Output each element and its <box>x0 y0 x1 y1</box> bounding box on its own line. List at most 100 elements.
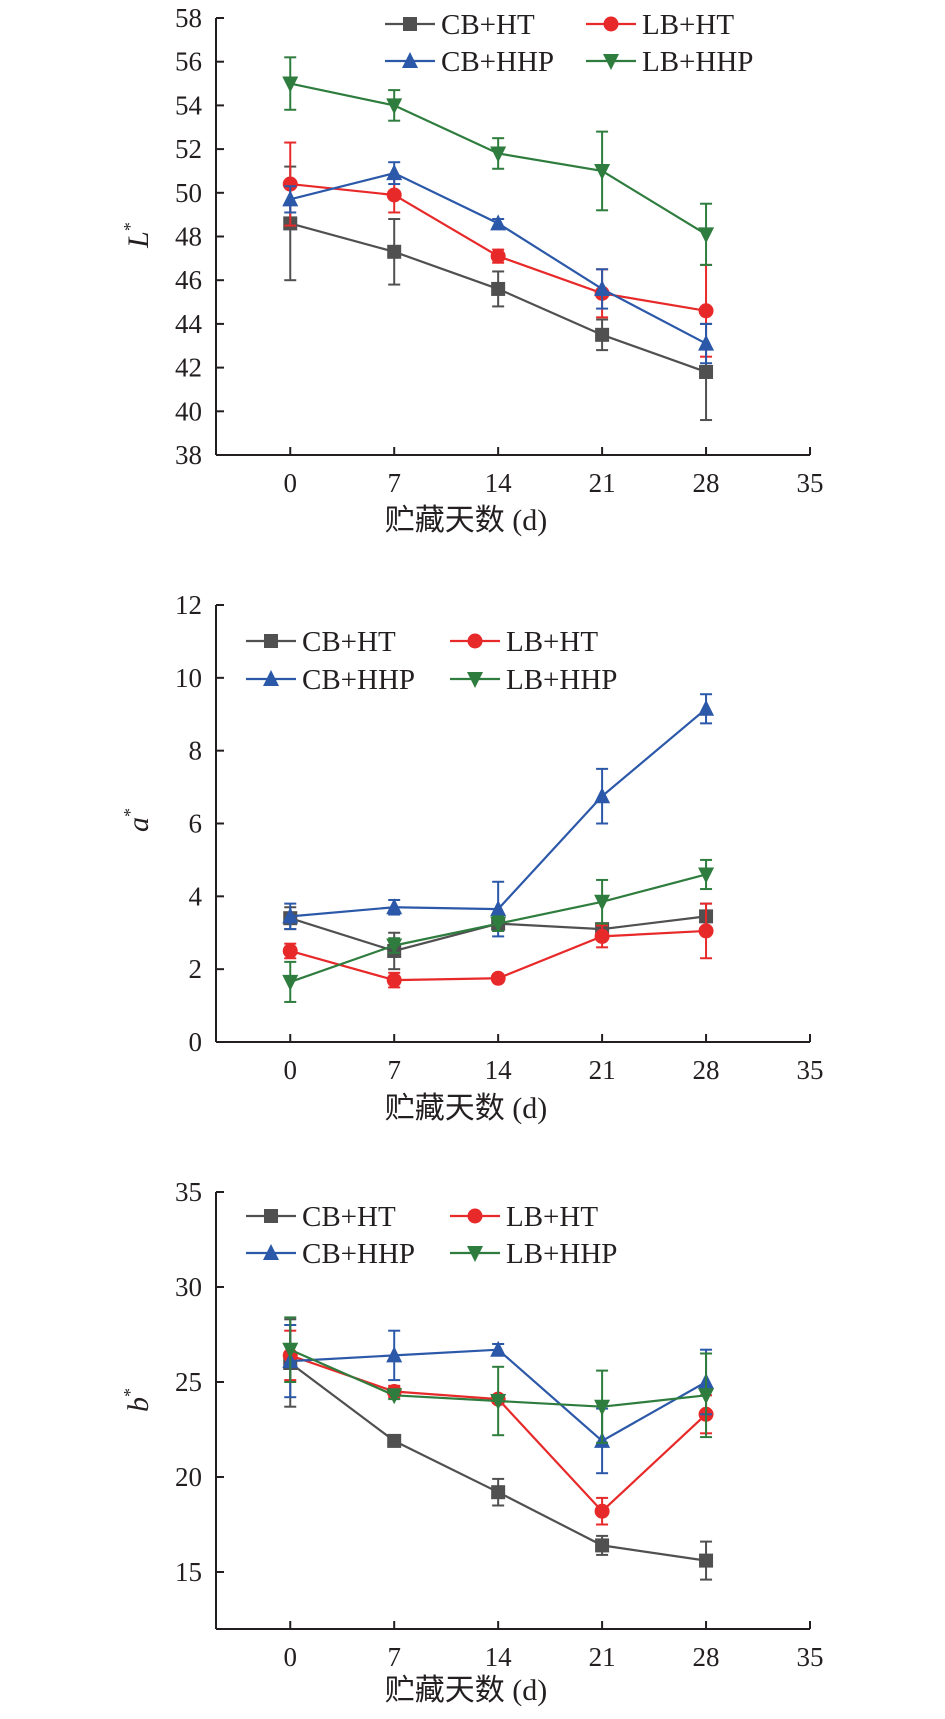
data-point <box>282 907 299 924</box>
legend-marker <box>264 1209 278 1223</box>
y-tick-label: 52 <box>175 134 202 164</box>
y-tick-label: 30 <box>175 1272 202 1302</box>
data-point <box>490 1340 507 1357</box>
x-tick-label: 35 <box>797 468 824 498</box>
data-point <box>387 1433 402 1448</box>
y-axis-label-l: L* <box>120 222 155 249</box>
series-lb-hhp <box>282 858 715 1003</box>
legend-marker <box>603 54 619 70</box>
legend-item: CB+HT <box>246 626 396 658</box>
data-point <box>386 164 403 181</box>
legend-marker <box>403 17 417 31</box>
data-point <box>594 279 611 296</box>
legend: CB+HT LB+HT CB+HHP LB+HHP <box>246 626 617 696</box>
y-tick-label: 58 <box>175 3 202 33</box>
y-tick-label: 10 <box>175 663 202 693</box>
x-axis-label-b: 贮藏天数 (d) <box>385 1674 547 1707</box>
data-point <box>282 1342 299 1359</box>
data-point <box>595 1538 610 1553</box>
legend-label: LB+HHP <box>506 664 617 696</box>
legend: CB+HT LB+HT CB+HHP LB+HHP <box>246 1201 617 1270</box>
legend-label: LB+HHP <box>642 46 753 78</box>
data-point <box>594 1399 611 1416</box>
legend-item: LB+HT <box>586 9 734 41</box>
x-tick-label: 7 <box>387 1055 401 1085</box>
y-tick-label: 2 <box>189 954 203 984</box>
legend-label: CB+HT <box>302 626 396 658</box>
y-tick-label: 4 <box>189 881 203 911</box>
legend-item: LB+HHP <box>450 1238 617 1270</box>
y-tick-label: 56 <box>175 47 202 77</box>
plot-area-a: 0 2 4 6 8 10 12 0 7 14 21 28 35 CB+HT LB+HT CB+HHP LB+HH… <box>175 590 824 1085</box>
y-tick-label: 44 <box>175 309 203 339</box>
data-point <box>386 972 402 988</box>
x-tick-label: 28 <box>693 1055 720 1085</box>
y-tick-label: 48 <box>175 222 202 252</box>
data-point <box>699 364 714 379</box>
legend-label: CB+HHP <box>302 664 415 696</box>
y-tick-label: 54 <box>175 90 203 120</box>
legend-label: CB+HT <box>302 1201 396 1233</box>
data-point <box>595 327 610 342</box>
x-axis-label-a: 贮藏天数 (d) <box>385 1092 547 1125</box>
y-tick-label: 38 <box>175 440 202 470</box>
data-point <box>490 146 507 163</box>
legend-label: CB+HHP <box>302 1238 415 1270</box>
data-point <box>386 98 403 115</box>
x-tick-label: 35 <box>797 1642 824 1672</box>
x-tick-label: 21 <box>589 1642 616 1672</box>
data-point <box>594 787 611 804</box>
data-point <box>386 187 402 203</box>
legend-item: LB+HHP <box>586 46 753 78</box>
data-point <box>491 1485 506 1500</box>
data-point <box>386 898 403 915</box>
x-tick-label: 21 <box>589 1055 616 1085</box>
legend-label: LB+HT <box>506 626 598 658</box>
series-lb-hhp <box>282 56 715 266</box>
x-tick-label: 28 <box>693 1642 720 1672</box>
y-tick-label: 50 <box>175 178 202 208</box>
legend-label: CB+HHP <box>441 46 554 78</box>
y-tick-label: 12 <box>175 590 202 620</box>
data-point <box>386 1388 403 1405</box>
legend-item: CB+HHP <box>385 46 554 78</box>
y-tick-label: 35 <box>175 1177 202 1207</box>
legend-marker <box>467 633 483 649</box>
data-point <box>698 867 715 884</box>
legend: CB+HT LB+HT CB+HHP LB+HHP <box>385 9 753 78</box>
data-point <box>282 76 299 93</box>
legend-item: CB+HT <box>385 9 535 41</box>
x-tick-label: 14 <box>485 1055 513 1085</box>
data-point <box>282 190 299 207</box>
data-point <box>386 1346 403 1363</box>
data-point <box>490 900 507 917</box>
data-point <box>386 938 403 955</box>
y-axis-label-b: b* <box>120 1388 155 1412</box>
y-axis-label-a: a* <box>120 808 155 832</box>
legend-marker <box>467 672 483 688</box>
data-point <box>282 974 299 991</box>
data-point <box>699 1553 714 1568</box>
legend-item: CB+HHP <box>246 664 415 696</box>
data-point <box>594 894 611 911</box>
legend-marker <box>467 1208 483 1224</box>
data-point <box>282 176 298 192</box>
data-point <box>491 281 506 296</box>
series-lb-hhp <box>282 1316 715 1444</box>
y-tick-label: 6 <box>189 809 203 839</box>
data-point <box>490 970 506 986</box>
data-point <box>387 244 402 259</box>
x-tick-label: 14 <box>485 468 513 498</box>
legend-item: LB+HT <box>450 626 598 658</box>
series-cb-hhp <box>282 693 715 938</box>
legend-label: LB+HT <box>506 1201 598 1233</box>
legend-label: LB+HT <box>642 9 734 41</box>
y-tick-label: 40 <box>175 396 202 426</box>
data-point <box>490 248 506 264</box>
plot-area-b: 15 20 25 30 35 0 7 14 21 28 35 CB+HT LB+HT CB+HHP LB+H… <box>175 1177 824 1672</box>
legend-marker <box>467 1246 483 1262</box>
data-point <box>698 334 715 351</box>
legend-marker <box>603 16 619 32</box>
legend-marker <box>402 52 418 68</box>
